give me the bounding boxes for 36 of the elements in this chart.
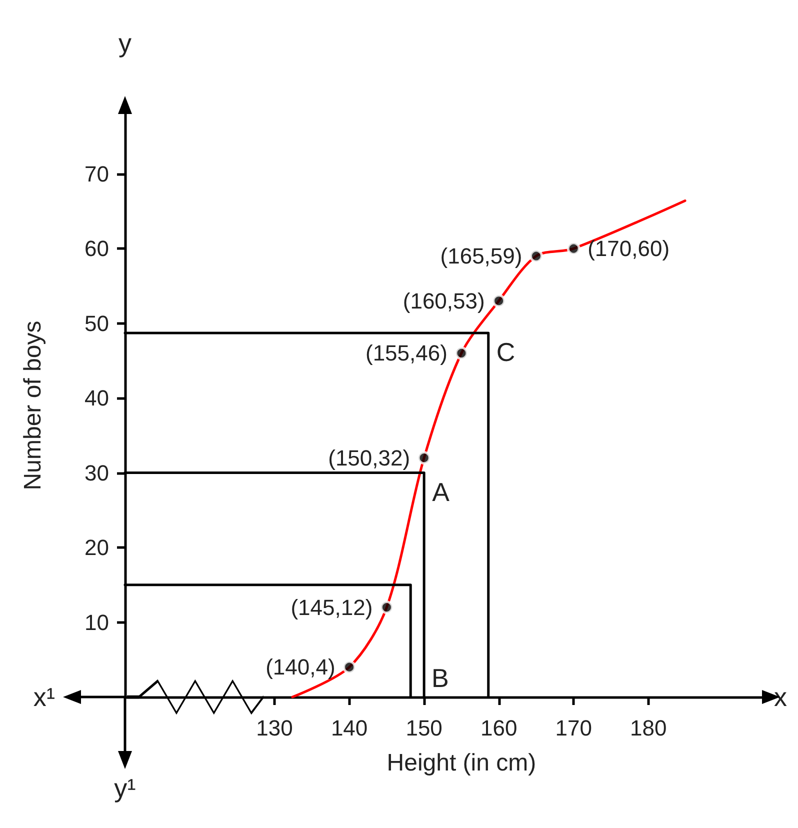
annotation: (140,4): [266, 654, 336, 680]
x-tick-label: 180: [630, 716, 667, 740]
y-tick-label: 50: [84, 310, 109, 336]
text: x: [774, 682, 787, 712]
annotation: (170,60): [588, 236, 670, 262]
x-tick-label: 170: [555, 716, 592, 740]
x-tick-label: 150: [406, 716, 442, 740]
y-tick-label: 70: [84, 161, 109, 186]
x-axis-title: Height (in cm): [386, 750, 536, 776]
y-axis-title: Number of boys: [20, 320, 46, 490]
point: [417, 451, 431, 465]
annotation: B: [432, 663, 449, 693]
annotation: A: [432, 476, 450, 507]
x-tick-label: 160: [480, 716, 518, 740]
annotation: (145,12): [290, 594, 373, 620]
x-tick-label: 140: [330, 716, 368, 740]
point: [566, 242, 580, 256]
text: y: [118, 28, 132, 58]
annotation: C: [496, 337, 516, 367]
point: [492, 294, 506, 308]
y-tick-label: 40: [84, 386, 109, 411]
text: y¹: [114, 773, 136, 803]
point: [342, 660, 356, 674]
y-tick-label: 10: [84, 610, 109, 635]
annotation: (150,32): [328, 445, 410, 470]
x-tick-label: 130: [256, 716, 293, 740]
y-tick-label: 60: [84, 236, 109, 262]
point: [529, 249, 543, 263]
annotation: (155,46): [366, 340, 448, 366]
annotation: (165,59): [440, 244, 522, 269]
annotation: (160,53): [402, 288, 485, 314]
text: x¹: [33, 682, 56, 712]
point: [454, 346, 468, 360]
point: [380, 600, 394, 614]
y-tick-label: 20: [84, 535, 109, 560]
y-tick-label: 30: [84, 460, 109, 486]
